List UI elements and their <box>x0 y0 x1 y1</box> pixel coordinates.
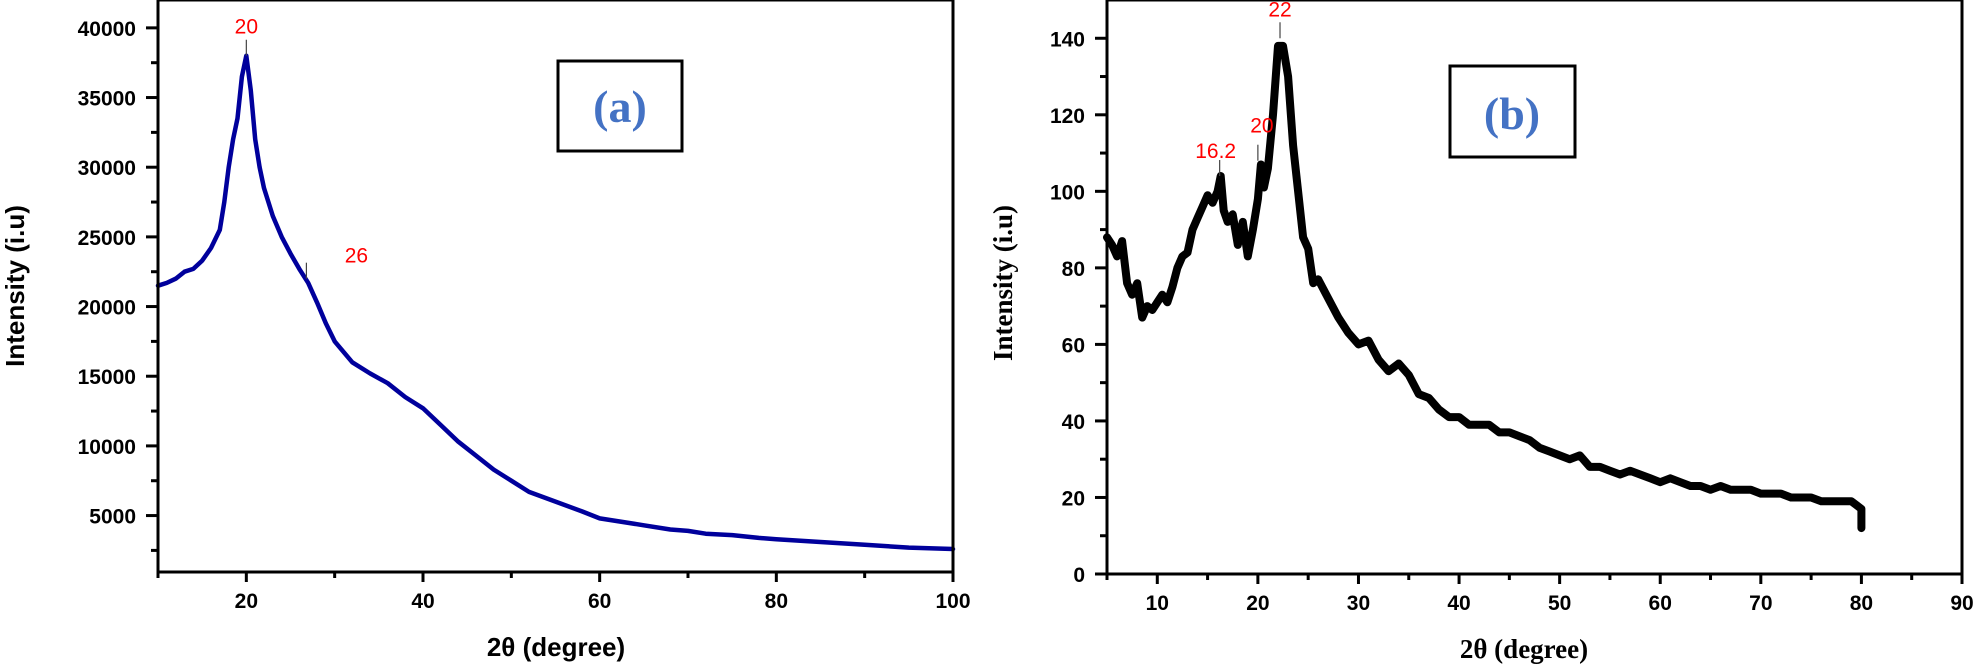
peak-label: 26 <box>345 245 368 268</box>
x-tick-label: 80 <box>1850 592 1873 615</box>
y-tick-label: 60 <box>1062 334 1085 357</box>
x-tick-label: 40 <box>1447 592 1470 615</box>
axis-tick-labels-a: 20 40 60 80 100 5000 10000 15000 20000 25000 30000… <box>78 18 971 613</box>
peak-label: 20 <box>1250 115 1273 138</box>
y-axis-title-b: Intensity (i.u) <box>988 205 1018 361</box>
x-tick-label: 10 <box>1146 592 1169 615</box>
x-tick-label: 60 <box>1649 592 1672 615</box>
x-tick-label: 60 <box>588 590 611 613</box>
y-tick-label: 5000 <box>89 506 136 529</box>
y-tick-label: 140 <box>1050 28 1085 51</box>
x-axis-title-b: 2θ (degree) <box>1460 634 1588 664</box>
y-tick-label: 30000 <box>78 157 136 180</box>
xrd-curve-a <box>155 53 956 552</box>
x-tick-label: 80 <box>765 590 788 613</box>
y-tick-label: 25000 <box>78 227 136 250</box>
y-tick-label: 40 <box>1062 411 1085 434</box>
chart-panel-b: 10 20 30 40 50 60 70 80 90 0 20 40 60 80 100 120 140 16.… <box>988 0 1974 664</box>
y-tick-label: 100 <box>1050 181 1085 204</box>
chart-panel-a: 20 40 60 80 100 5000 10000 15000 20000 25000 30000… <box>0 0 971 662</box>
x-tick-label: 90 <box>1950 592 1973 615</box>
y-axis-title-a: Intensity (i.u) <box>0 205 30 367</box>
peak-label: 16.2 <box>1195 140 1236 163</box>
y-tick-label: 0 <box>1073 564 1085 587</box>
x-tick-label: 20 <box>1246 592 1269 615</box>
panel-label-box-a: (a) <box>556 59 684 153</box>
panel-label-box-b: (b) <box>1448 64 1577 159</box>
peak-label: 22 <box>1268 0 1291 21</box>
y-tick-label: 40000 <box>78 18 136 41</box>
axis-tick-labels-b: 10 20 30 40 50 60 70 80 90 0 20 40 60 80 100 120 140 <box>1050 28 1974 615</box>
plot-frame-a <box>156 0 955 574</box>
y-tick-label: 35000 <box>78 88 136 111</box>
peak-label: 20 <box>235 16 258 39</box>
panel-label-a: (a) <box>593 81 647 132</box>
y-tick-label: 10000 <box>78 436 136 459</box>
panel-label-b: (b) <box>1484 88 1540 139</box>
x-tick-label: 70 <box>1749 592 1772 615</box>
x-tick-label: 30 <box>1347 592 1370 615</box>
plot-frame-b <box>1105 0 1964 576</box>
y-tick-label: 120 <box>1050 105 1085 128</box>
y-tick-label: 15000 <box>78 366 136 389</box>
y-tick-label: 80 <box>1062 258 1085 281</box>
x-axis-title-a: 2θ (degree) <box>487 632 625 662</box>
y-tick-label: 20 <box>1062 487 1085 510</box>
y-tick-label: 20000 <box>78 297 136 320</box>
xrd-curve-b <box>1103 41 1866 533</box>
x-tick-label: 100 <box>935 590 970 613</box>
x-tick-label: 40 <box>411 590 434 613</box>
x-tick-label: 50 <box>1548 592 1571 615</box>
x-tick-label: 20 <box>235 590 258 613</box>
peak-annotations-b: 16.2 20 22 <box>1195 0 1292 177</box>
